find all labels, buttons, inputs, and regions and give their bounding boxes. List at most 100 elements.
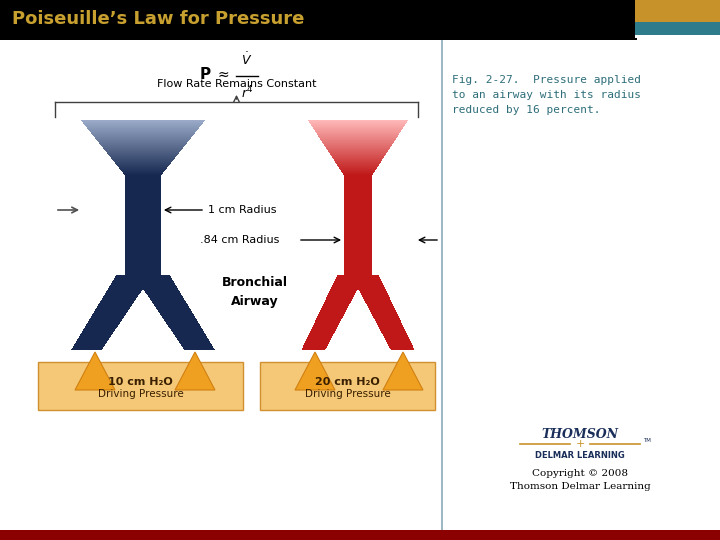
- Bar: [73, 345, 104, 346]
- Bar: [344, 265, 372, 266]
- Bar: [106, 151, 180, 152]
- Bar: [319, 137, 397, 138]
- Bar: [305, 341, 329, 343]
- Bar: [386, 340, 410, 341]
- Bar: [125, 267, 161, 269]
- Bar: [330, 287, 358, 289]
- Bar: [179, 341, 210, 342]
- Bar: [361, 294, 389, 296]
- Bar: [352, 276, 380, 278]
- Bar: [102, 299, 136, 300]
- Bar: [125, 271, 161, 272]
- Bar: [344, 226, 372, 228]
- Bar: [336, 276, 364, 278]
- Bar: [76, 341, 107, 343]
- Bar: [77, 340, 108, 341]
- Bar: [325, 299, 352, 300]
- Bar: [332, 157, 384, 158]
- Bar: [312, 126, 403, 128]
- Bar: [344, 208, 372, 210]
- Bar: [384, 335, 408, 337]
- Bar: [330, 153, 386, 155]
- Bar: [326, 298, 353, 299]
- Bar: [372, 314, 398, 316]
- Bar: [361, 293, 387, 294]
- Bar: [335, 160, 381, 162]
- Bar: [377, 322, 402, 324]
- Bar: [107, 152, 179, 153]
- Text: TM: TM: [643, 437, 651, 442]
- Bar: [318, 314, 343, 316]
- Bar: [103, 295, 138, 297]
- Bar: [121, 170, 165, 171]
- Bar: [361, 294, 388, 295]
- Bar: [125, 197, 161, 198]
- Bar: [339, 167, 377, 169]
- Bar: [125, 190, 161, 191]
- Bar: [125, 238, 161, 239]
- Bar: [364, 298, 390, 299]
- Bar: [135, 276, 171, 278]
- Bar: [344, 252, 372, 253]
- Bar: [87, 127, 199, 129]
- Bar: [125, 249, 161, 251]
- Text: .84 cm Radius: .84 cm Radius: [200, 235, 279, 245]
- Bar: [340, 168, 376, 170]
- Bar: [81, 332, 114, 333]
- Bar: [354, 280, 382, 281]
- Bar: [81, 119, 205, 121]
- Bar: [342, 172, 374, 173]
- Bar: [107, 289, 142, 291]
- Bar: [334, 159, 382, 161]
- Bar: [125, 261, 161, 263]
- Bar: [125, 226, 161, 228]
- Bar: [125, 244, 161, 245]
- Bar: [368, 306, 394, 307]
- Bar: [344, 220, 372, 222]
- Bar: [310, 332, 335, 333]
- Bar: [304, 345, 328, 346]
- Bar: [366, 301, 392, 303]
- Bar: [344, 260, 372, 261]
- Bar: [125, 256, 161, 258]
- Bar: [378, 326, 403, 327]
- Bar: [114, 160, 172, 162]
- Text: Copyright © 2008
Thomson Delmar Learning: Copyright © 2008 Thomson Delmar Learning: [510, 469, 650, 491]
- Bar: [344, 227, 372, 229]
- Text: +: +: [575, 439, 585, 449]
- Bar: [344, 200, 372, 202]
- Bar: [315, 321, 340, 323]
- Bar: [382, 332, 406, 333]
- Bar: [389, 346, 413, 347]
- Bar: [380, 328, 405, 330]
- Bar: [344, 261, 372, 263]
- Bar: [123, 172, 163, 174]
- Bar: [369, 308, 395, 310]
- Bar: [94, 312, 127, 313]
- Bar: [91, 132, 195, 133]
- Bar: [181, 343, 212, 345]
- Bar: [114, 276, 150, 278]
- Bar: [86, 325, 118, 326]
- Bar: [344, 187, 372, 189]
- Bar: [125, 260, 161, 262]
- Bar: [117, 165, 169, 166]
- Bar: [125, 235, 161, 237]
- Bar: [305, 342, 328, 344]
- Bar: [83, 329, 114, 331]
- Bar: [325, 145, 391, 147]
- Bar: [344, 194, 372, 196]
- Bar: [96, 308, 129, 310]
- FancyBboxPatch shape: [38, 362, 243, 410]
- Bar: [105, 293, 140, 294]
- Bar: [344, 274, 372, 276]
- Bar: [366, 303, 393, 305]
- Bar: [99, 303, 132, 305]
- Bar: [379, 327, 404, 328]
- Bar: [168, 325, 200, 326]
- Bar: [104, 147, 183, 149]
- Bar: [308, 334, 333, 336]
- Bar: [382, 333, 407, 334]
- Bar: [344, 197, 372, 198]
- Bar: [344, 212, 372, 213]
